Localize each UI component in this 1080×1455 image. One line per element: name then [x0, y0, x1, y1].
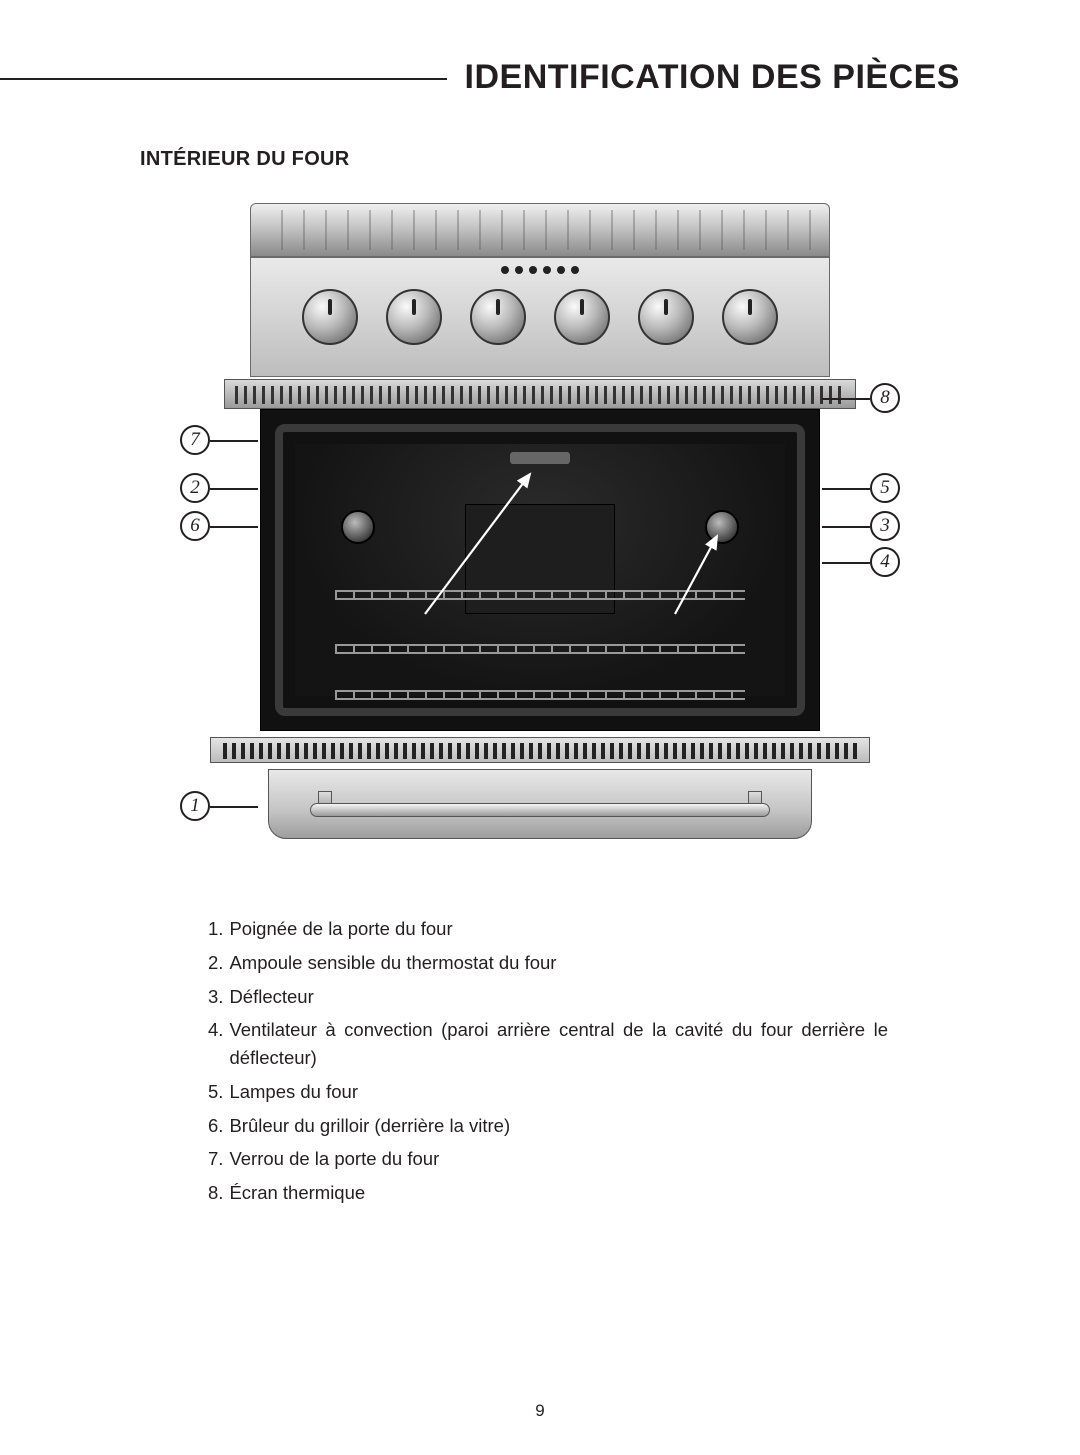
knob	[638, 289, 694, 345]
indicator-lights	[501, 266, 579, 274]
leader	[822, 488, 870, 490]
cooktop	[250, 203, 830, 257]
heat-shield	[224, 379, 856, 409]
legend-item: 1. Poignée de la porte du four	[208, 915, 888, 943]
callout-1: 1	[180, 791, 210, 821]
page-title: IDENTIFICATION DES PIÈCES	[447, 58, 960, 97]
callout-2: 2	[180, 473, 210, 503]
legend-text: Déflecteur	[229, 983, 313, 1011]
legend-text: Poignée de la porte du four	[229, 915, 452, 943]
callout-7: 7	[180, 425, 210, 455]
door-vent	[210, 737, 870, 763]
leader	[822, 562, 870, 564]
oven-interior	[295, 444, 785, 696]
legend-text: Écran thermique	[229, 1179, 365, 1207]
control-panel	[250, 257, 830, 377]
page: IDENTIFICATION DES PIÈCES INTÉRIEUR DU F…	[0, 58, 1080, 1455]
legend-num: 2.	[208, 949, 223, 977]
legend-num: 7.	[208, 1145, 223, 1173]
leader	[210, 488, 258, 490]
section-subhead: INTÉRIEUR DU FOUR	[140, 148, 1080, 171]
legend-text: Brûleur du grilloir (derrière la vitre)	[229, 1112, 510, 1140]
legend-text: Verrou de la porte du four	[229, 1145, 439, 1173]
legend-num: 6.	[208, 1112, 223, 1140]
legend-item: 6. Brûleur du grilloir (derrière la vitr…	[208, 1112, 888, 1140]
leader	[210, 806, 258, 808]
legend-num: 8.	[208, 1179, 223, 1207]
legend-text: Ventilateur à convection (paroi arrière …	[229, 1016, 888, 1072]
knob	[722, 289, 778, 345]
leader	[822, 398, 870, 400]
callout-5: 5	[870, 473, 900, 503]
legend-text: Lampes du four	[229, 1078, 358, 1106]
page-number: 9	[0, 1401, 1080, 1421]
callout-3: 3	[870, 511, 900, 541]
arrows-svg	[295, 444, 785, 696]
legend-num: 3.	[208, 983, 223, 1011]
knob	[386, 289, 442, 345]
callout-6: 6	[180, 511, 210, 541]
title-wrap: IDENTIFICATION DES PIÈCES	[0, 58, 960, 102]
legend-num: 5.	[208, 1078, 223, 1106]
leader	[210, 440, 258, 442]
title-area: IDENTIFICATION DES PIÈCES	[0, 58, 1080, 102]
oven-figure: 7 2 6 1 8 5 3 4	[180, 203, 900, 863]
legend-text: Ampoule sensible du thermostat du four	[229, 949, 556, 977]
legend-item: 3. Déflecteur	[208, 983, 888, 1011]
leader	[822, 526, 870, 528]
legend-item: 7. Verrou de la porte du four	[208, 1145, 888, 1173]
legend-item: 4. Ventilateur à convection (paroi arriè…	[208, 1016, 888, 1072]
knob	[302, 289, 358, 345]
door-handle	[310, 803, 770, 817]
legend-list: 1. Poignée de la porte du four 2. Ampoul…	[208, 915, 888, 1207]
stove-illustration	[250, 203, 830, 851]
knob	[470, 289, 526, 345]
leader	[210, 526, 258, 528]
knob	[554, 289, 610, 345]
legend-item: 5. Lampes du four	[208, 1078, 888, 1106]
callout-8: 8	[870, 383, 900, 413]
legend-num: 1.	[208, 915, 223, 943]
legend-item: 8. Écran thermique	[208, 1179, 888, 1207]
legend-num: 4.	[208, 1016, 223, 1072]
oven-cavity	[260, 409, 820, 731]
callout-4: 4	[870, 547, 900, 577]
legend-item: 2. Ampoule sensible du thermostat du fou…	[208, 949, 888, 977]
